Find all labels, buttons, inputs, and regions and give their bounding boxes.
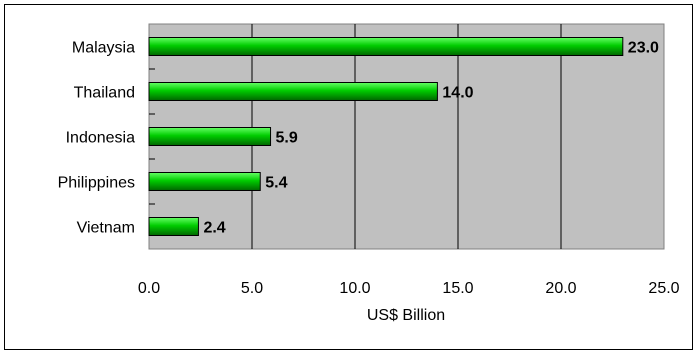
data-label: 5.4 bbox=[265, 175, 287, 192]
category-label: Thailand bbox=[74, 85, 135, 102]
data-label: 2.4 bbox=[203, 220, 225, 237]
bars bbox=[148, 37, 624, 236]
category-label: Vietnam bbox=[77, 220, 135, 237]
x-tick-label: 5.0 bbox=[241, 280, 263, 297]
gridlines bbox=[149, 24, 562, 249]
category-label: Philippines bbox=[58, 175, 135, 192]
category-label: Malaysia bbox=[72, 40, 135, 57]
data-label: 14.0 bbox=[442, 85, 473, 102]
bar bbox=[148, 127, 272, 146]
labels: 0.0 5.0 10.0 15.0 20.0 25.0 Malaysia 23.0 Thaila… bbox=[58, 40, 680, 298]
x-tick-label: 25.0 bbox=[648, 280, 679, 297]
data-label: 5.9 bbox=[276, 130, 298, 147]
x-tick-label: 0.0 bbox=[138, 280, 160, 297]
bar bbox=[148, 172, 261, 191]
bar bbox=[148, 82, 438, 101]
x-tick-label: 10.0 bbox=[339, 280, 370, 297]
bar bbox=[148, 37, 624, 56]
data-label: 23.0 bbox=[628, 40, 659, 57]
x-tick-label: 15.0 bbox=[442, 280, 473, 297]
category-label: Indonesia bbox=[66, 130, 135, 147]
bar bbox=[148, 217, 199, 236]
x-axis-title: US$ Billion bbox=[367, 307, 445, 324]
x-tick-label: 20.0 bbox=[545, 280, 576, 297]
